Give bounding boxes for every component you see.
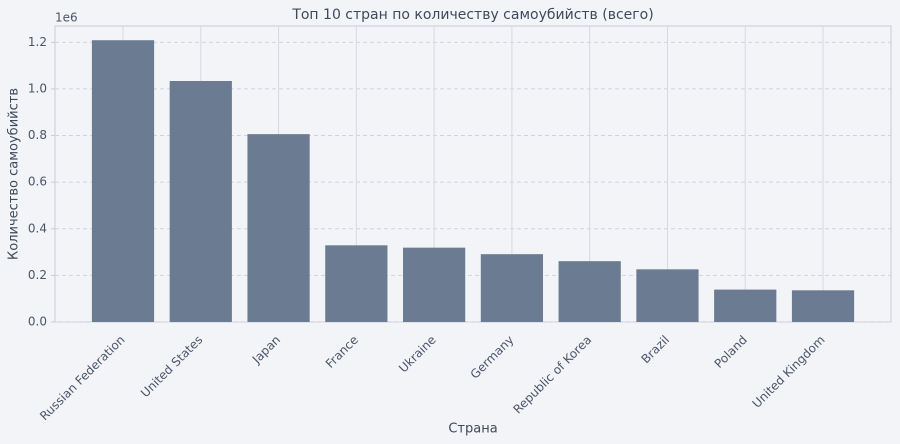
bar <box>714 289 777 322</box>
bar <box>325 245 388 322</box>
y-tick-label: 0.4 <box>28 221 47 235</box>
bar <box>636 269 699 322</box>
bar <box>247 134 310 322</box>
y-axis-label: Количество самоубийств <box>7 88 22 260</box>
bar <box>791 290 855 322</box>
y-tick-label: 1.2 <box>28 35 47 49</box>
y-tick-label: 0.2 <box>28 268 47 282</box>
bar <box>480 254 544 322</box>
bar <box>169 81 232 322</box>
y-tick-label: 0.8 <box>28 128 47 142</box>
bar <box>558 261 621 322</box>
bar <box>403 247 466 322</box>
y-tick-label: 0.6 <box>28 175 47 189</box>
x-axis-label: Страна <box>448 422 497 437</box>
bar <box>91 40 155 323</box>
chart-title: Топ 10 стран по количеству самоубийств (… <box>291 7 653 23</box>
y-tick-label: 1.0 <box>28 81 47 95</box>
y-offset-label: 1e6 <box>55 11 78 25</box>
y-tick-label: 0.0 <box>28 315 47 329</box>
